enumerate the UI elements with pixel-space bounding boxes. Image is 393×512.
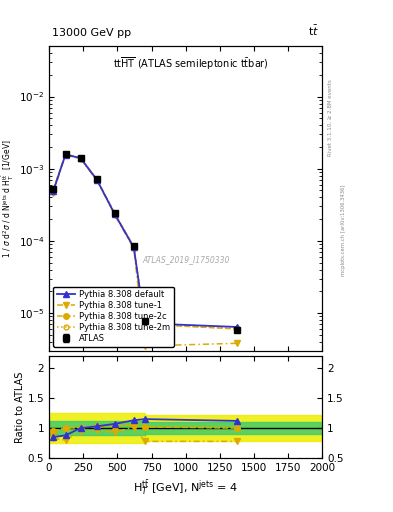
Pythia 8.308 tune-1 — [112, 211, 117, 218]
Text: mcplots.cern.ch [arXiv:1306.3436]: mcplots.cern.ch [arXiv:1306.3436] — [341, 185, 346, 276]
Pythia 8.308 tune-2c — [142, 321, 147, 327]
Pythia 8.308 tune-2c — [78, 155, 83, 161]
Text: 13000 GeV pp: 13000 GeV pp — [52, 29, 131, 38]
Pythia 8.308 tune-1 — [142, 343, 147, 349]
Pythia 8.308 tune-2m — [235, 326, 239, 332]
Pythia 8.308 tune-2c — [112, 210, 117, 217]
Text: tt$\overline{\rm HT}$ (ATLAS semileptonic t$\bar{\rm t}$bar): tt$\overline{\rm HT}$ (ATLAS semileptoni… — [113, 55, 269, 72]
Pythia 8.308 tune-2m — [78, 155, 83, 161]
Line: Pythia 8.308 tune-1: Pythia 8.308 tune-1 — [50, 152, 240, 349]
Pythia 8.308 default — [112, 211, 117, 217]
Pythia 8.308 default — [235, 324, 239, 330]
Pythia 8.308 tune-1 — [235, 340, 239, 347]
Pythia 8.308 tune-2m — [51, 187, 55, 193]
Line: Pythia 8.308 tune-2m: Pythia 8.308 tune-2m — [51, 152, 239, 331]
Line: Pythia 8.308 tune-2c: Pythia 8.308 tune-2c — [50, 151, 240, 332]
Pythia 8.308 default — [63, 152, 68, 158]
Y-axis label: 1 / $\sigma$ d$^2\sigma$ / d N$^{\rm jets}$ d H$_T^{\overline{\rm t\bar{t}}}$  [: 1 / $\sigma$ d$^2\sigma$ / d N$^{\rm jet… — [0, 139, 16, 258]
Pythia 8.308 tune-2c — [51, 187, 55, 193]
Pythia 8.308 tune-2m — [131, 244, 136, 250]
Pythia 8.308 tune-1 — [131, 246, 136, 252]
Pythia 8.308 tune-2m — [112, 210, 117, 217]
Text: Rivet 3.1.10, ≥ 2.8M events: Rivet 3.1.10, ≥ 2.8M events — [328, 79, 333, 156]
Pythia 8.308 tune-2c — [63, 151, 68, 157]
Pythia 8.308 tune-1 — [95, 177, 99, 183]
X-axis label: H$_T^{\rm t\bar{t}}$ [GeV], N$^{\rm jets}$ = 4: H$_T^{\rm t\bar{t}}$ [GeV], N$^{\rm jets… — [133, 479, 238, 497]
Pythia 8.308 default — [78, 155, 83, 161]
Pythia 8.308 default — [131, 244, 136, 250]
Pythia 8.308 tune-2m — [142, 321, 147, 327]
Pythia 8.308 tune-2m — [63, 151, 68, 157]
Pythia 8.308 tune-2c — [131, 244, 136, 250]
Pythia 8.308 default — [95, 177, 99, 183]
Legend: Pythia 8.308 default, Pythia 8.308 tune-1, Pythia 8.308 tune-2c, Pythia 8.308 tu: Pythia 8.308 default, Pythia 8.308 tune-… — [53, 287, 174, 347]
Pythia 8.308 tune-1 — [78, 156, 83, 162]
Pythia 8.308 default — [51, 188, 55, 194]
Pythia 8.308 tune-1 — [63, 152, 68, 158]
Pythia 8.308 tune-2c — [235, 326, 239, 332]
Text: t$\bar{t}$: t$\bar{t}$ — [309, 24, 320, 38]
Pythia 8.308 tune-1 — [51, 190, 55, 196]
Line: Pythia 8.308 default: Pythia 8.308 default — [50, 152, 240, 330]
Y-axis label: Ratio to ATLAS: Ratio to ATLAS — [15, 371, 25, 443]
Text: ATLAS_2019_I1750330: ATLAS_2019_I1750330 — [142, 255, 230, 264]
Pythia 8.308 default — [142, 320, 147, 326]
Pythia 8.308 tune-2c — [95, 176, 99, 182]
Pythia 8.308 tune-2m — [95, 176, 99, 182]
